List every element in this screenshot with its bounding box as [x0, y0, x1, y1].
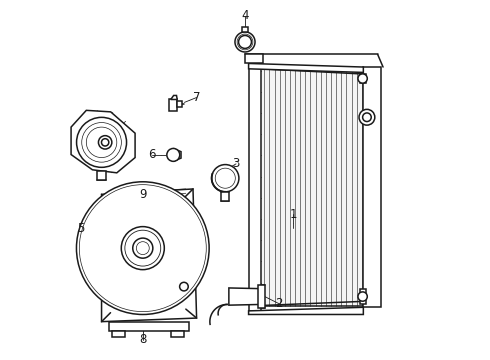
Bar [243, 27, 247, 32]
Polygon shape [245, 54, 263, 63]
Circle shape [212, 165, 239, 192]
Polygon shape [171, 95, 177, 99]
Bar [254, 69, 367, 306]
Polygon shape [101, 189, 196, 321]
Bar [258, 285, 265, 308]
Polygon shape [248, 63, 364, 72]
Text: 6: 6 [148, 148, 155, 161]
Circle shape [98, 136, 112, 149]
Polygon shape [248, 307, 364, 315]
Circle shape [358, 292, 368, 301]
Bar [170, 99, 177, 111]
Bar [177, 101, 181, 107]
Bar [360, 289, 366, 304]
Bar [360, 74, 366, 83]
Circle shape [235, 32, 255, 52]
Bar [221, 192, 229, 201]
Bar [364, 67, 381, 307]
Text: 2: 2 [275, 297, 283, 310]
Polygon shape [229, 288, 261, 305]
Circle shape [359, 109, 375, 125]
Bar [112, 330, 125, 337]
Text: 3: 3 [232, 157, 240, 170]
Bar [172, 330, 184, 337]
Circle shape [133, 238, 153, 258]
Text: 4: 4 [241, 9, 249, 22]
Text: 5: 5 [77, 222, 84, 235]
Circle shape [167, 148, 180, 161]
Circle shape [180, 282, 188, 291]
Text: 1: 1 [290, 208, 297, 221]
Text: 8: 8 [139, 333, 147, 346]
Circle shape [76, 117, 126, 167]
Circle shape [122, 226, 164, 270]
Circle shape [239, 36, 251, 48]
Polygon shape [71, 110, 135, 173]
Bar [109, 321, 190, 330]
Circle shape [358, 74, 368, 83]
Circle shape [363, 113, 371, 122]
Circle shape [101, 139, 109, 146]
Text: 9: 9 [139, 188, 147, 201]
Bar [248, 63, 261, 311]
Bar [97, 171, 106, 180]
Polygon shape [95, 241, 101, 255]
Text: 7: 7 [193, 91, 200, 104]
Polygon shape [173, 148, 181, 161]
Circle shape [76, 182, 209, 315]
